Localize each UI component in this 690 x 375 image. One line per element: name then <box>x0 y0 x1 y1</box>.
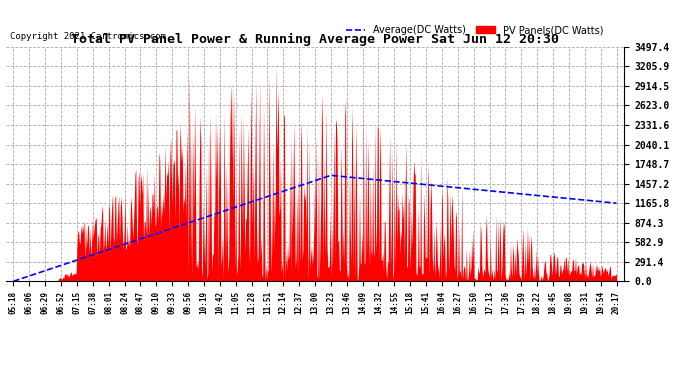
Title: Total PV Panel Power & Running Average Power Sat Jun 12 20:30: Total PV Panel Power & Running Average P… <box>71 33 559 46</box>
Text: Copyright 2021 Cartronics.com: Copyright 2021 Cartronics.com <box>10 32 166 41</box>
Legend: Average(DC Watts), PV Panels(DC Watts): Average(DC Watts), PV Panels(DC Watts) <box>342 21 607 39</box>
